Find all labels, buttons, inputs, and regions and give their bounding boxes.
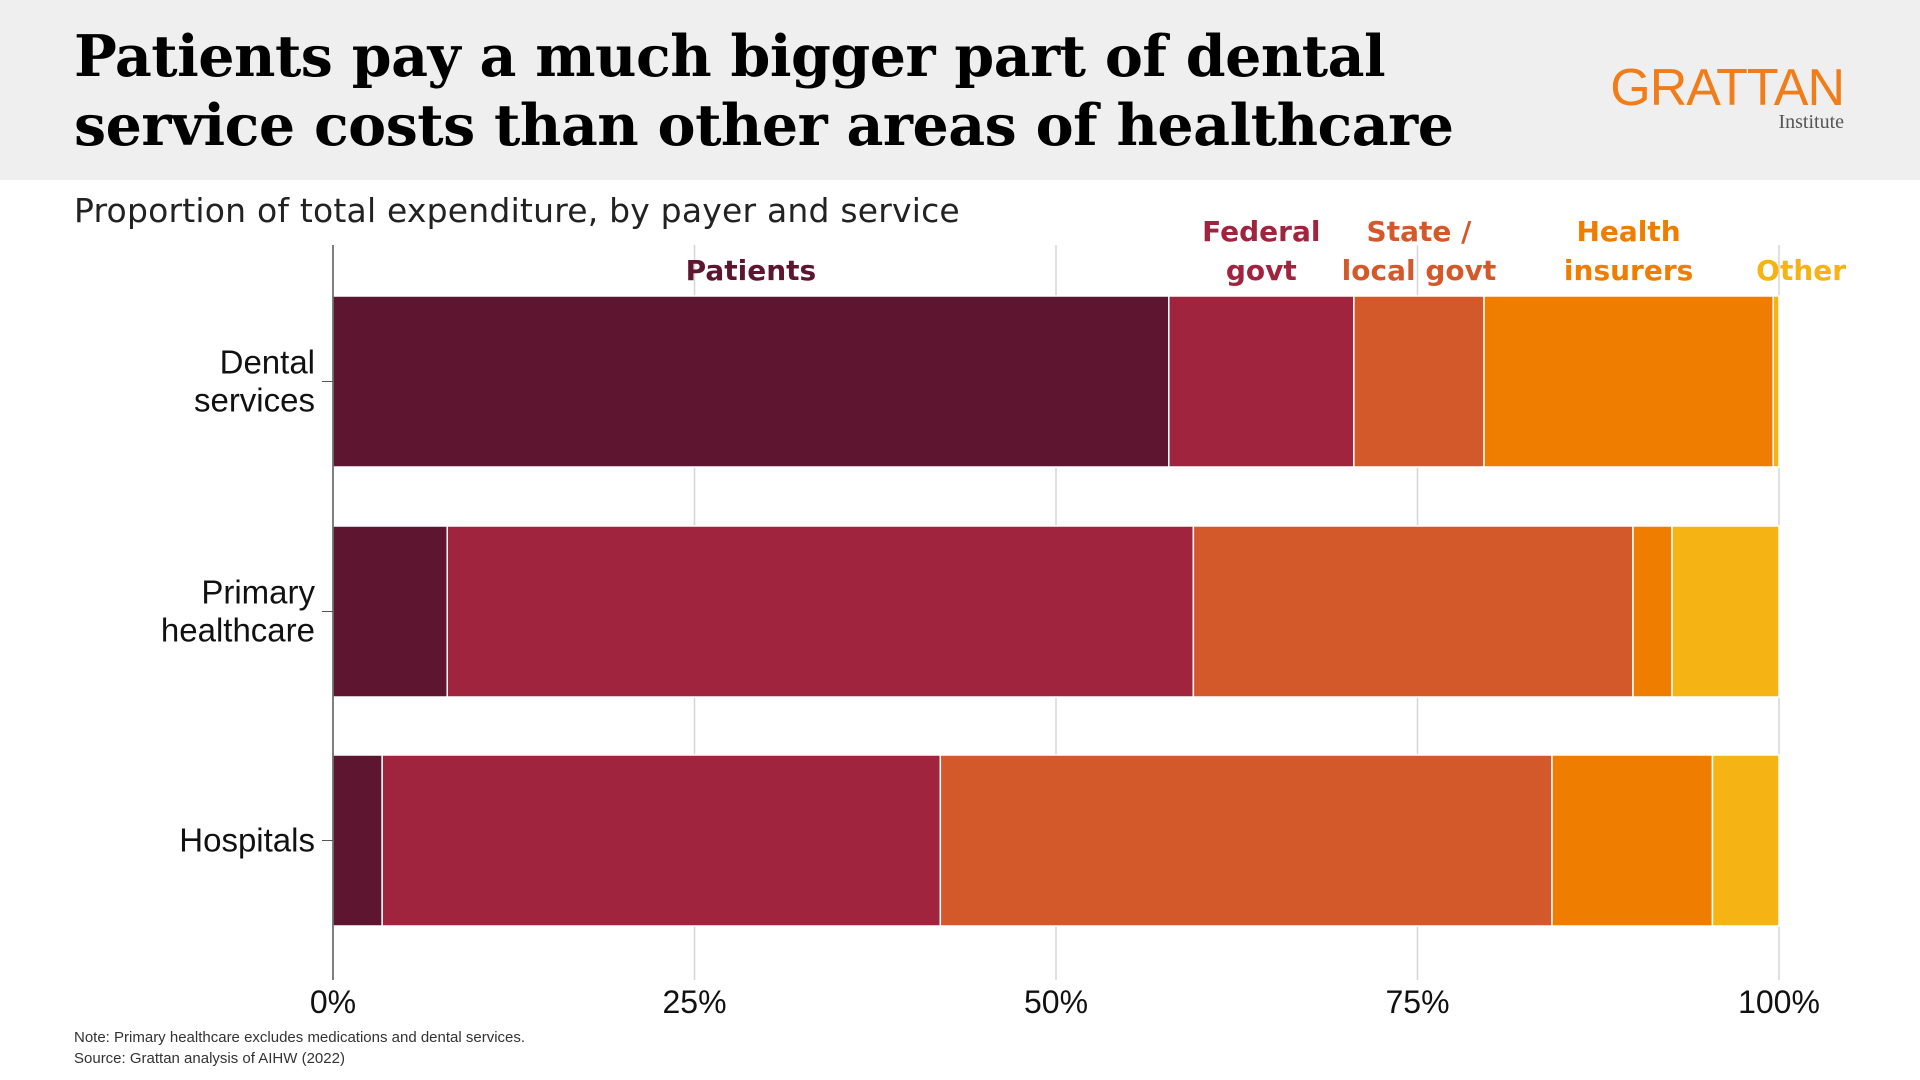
bar-segment: [332, 754, 383, 927]
bar-segment: [332, 295, 1170, 468]
bar-segment: [1353, 295, 1485, 468]
header: Patients pay a much bigger part of denta…: [0, 0, 1920, 180]
category-label: Primary: [201, 574, 315, 611]
chart-title: Patients pay a much bigger part of denta…: [74, 23, 1454, 159]
chart-notes: Note: Primary healthcare excludes medica…: [74, 1027, 525, 1069]
bar-segment: [1772, 295, 1780, 468]
logo-wordmark: GRATTAN: [1610, 59, 1845, 117]
bar-segment: [1632, 525, 1673, 698]
x-tick-label: 50%: [1024, 984, 1088, 1020]
bar-segment: [1192, 525, 1634, 698]
grattan-logo: GRATTAN Institute: [1610, 59, 1845, 133]
x-tick-label: 75%: [1385, 984, 1449, 1020]
category-label: Dental: [220, 344, 315, 381]
bar-segment: [1711, 754, 1780, 927]
bar-segment: [381, 754, 942, 927]
bar-segment: [332, 525, 448, 698]
series-label: Patients: [686, 254, 817, 287]
bar-segment: [1551, 754, 1714, 927]
x-tick-label: 100%: [1738, 984, 1820, 1020]
note-text: Note: Primary healthcare excludes medica…: [74, 1029, 526, 1046]
series-label: insurers: [1564, 254, 1693, 287]
bar-segment: [1483, 295, 1774, 468]
category-label: Hospitals: [179, 822, 315, 859]
bar-segment: [446, 525, 1195, 698]
series-label: State /: [1367, 215, 1473, 248]
category-label: healthcare: [161, 612, 315, 649]
series-label: Federal: [1202, 215, 1320, 248]
bar-segment: [1671, 525, 1780, 698]
chart-subtitle: Proportion of total expenditure, by paye…: [74, 191, 960, 230]
source-text: Source: Grattan analysis of AIHW (2022): [74, 1050, 345, 1067]
bar-segment: [1168, 295, 1355, 468]
x-tick-label: 0%: [310, 984, 356, 1020]
bar-segment: [939, 754, 1553, 927]
x-tick-label: 25%: [662, 984, 726, 1020]
series-label: local govt: [1342, 254, 1497, 287]
series-label: Health: [1576, 215, 1680, 248]
category-label: services: [194, 382, 315, 419]
logo-subtext: Institute: [1778, 111, 1844, 133]
series-label: Other: [1756, 254, 1846, 287]
series-label: govt: [1226, 254, 1297, 287]
